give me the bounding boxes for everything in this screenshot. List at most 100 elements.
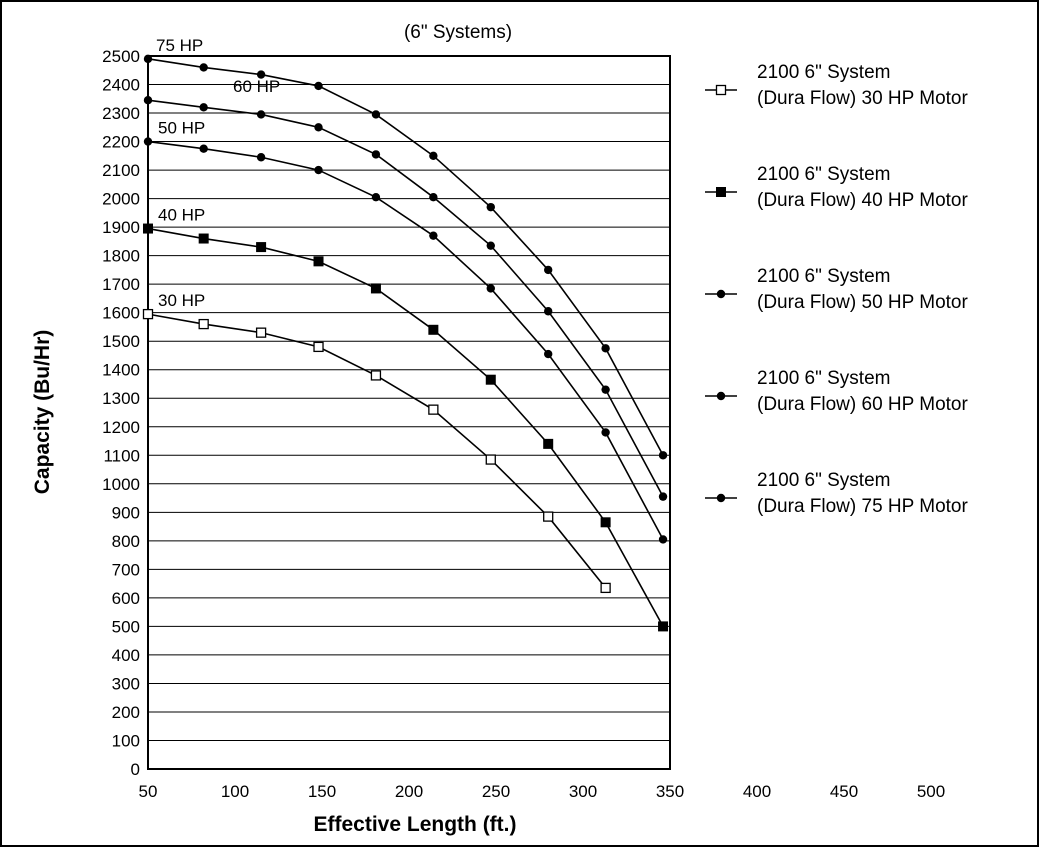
legend-marker (716, 391, 726, 401)
data-point (371, 150, 381, 159)
data-point (485, 454, 496, 465)
data-point (313, 341, 324, 353)
data-point (255, 327, 267, 338)
legend-label: (Dura Flow) 30 HP Motor (757, 88, 968, 109)
legend-label: 2100 6" System (757, 266, 890, 287)
legend-item-5: 2100 6" System (Dura Flow) 75 HP Motor (705, 470, 968, 517)
legend-item-3: 2100 6" System (Dura Flow) 50 HP Motor (705, 266, 968, 313)
series-label: 40 HP (158, 206, 205, 225)
data-point (486, 284, 495, 293)
data-point (544, 349, 553, 359)
data-point (429, 231, 438, 240)
data-point (601, 385, 610, 394)
data-point (314, 81, 323, 91)
y-tick-label: 2300 (102, 104, 140, 123)
legend-marker (716, 289, 726, 299)
x-tick-label: 150 (308, 782, 336, 801)
series-1: 30 HP (142, 291, 611, 594)
y-tick-label: 900 (112, 503, 140, 522)
y-tick-label: 400 (112, 646, 140, 665)
data-point (601, 344, 610, 353)
data-point (428, 404, 439, 415)
y-tick-label: 1800 (102, 247, 140, 266)
x-tick-label: 200 (395, 782, 423, 801)
grid-lines (148, 55, 670, 770)
data-point (256, 242, 267, 253)
y-tick-label: 1900 (102, 218, 140, 237)
y-tick-label: 1000 (102, 475, 140, 494)
series-5: 75 HP (143, 36, 668, 460)
x-tick-label: 300 (569, 782, 597, 801)
data-point (143, 223, 153, 234)
y-tick-label: 800 (112, 532, 140, 551)
legend: 2100 6" System(Dura Flow) 30 HP Motor210… (705, 62, 968, 517)
x-tick-label: 500 (917, 782, 945, 801)
x-tick-label: 400 (743, 782, 771, 801)
y-tick-label: 1700 (102, 275, 140, 294)
legend-item-4: 2100 6" System (Dura Flow) 60 HP Motor (705, 368, 968, 415)
data-point (371, 110, 381, 119)
y-tick-label: 2500 (102, 47, 140, 66)
data-point (485, 374, 496, 385)
y-tick-label: 200 (112, 703, 140, 722)
x-tick-label: 450 (830, 782, 858, 801)
data-point (198, 318, 209, 330)
series-label: 75 HP (156, 36, 203, 55)
tick-labels: 0 100 200 300 400 500 600 700 800 900 1000 1100 1200… (102, 47, 945, 801)
legend-label: (Dura Flow) 75 HP Motor (757, 496, 968, 517)
data-point (256, 110, 266, 119)
data-point (143, 137, 153, 146)
series-label: 60 HP (233, 77, 280, 96)
data-point (313, 256, 324, 267)
series-layer: 30 HP 40 HP 50 HP 60 HP 75 HP (142, 36, 669, 632)
data-point (199, 103, 208, 112)
legend-item-1: 2100 6" System (Dura Flow) 30 HP Motor (705, 62, 968, 109)
legend-label: (Dura Flow) 40 HP Motor (757, 190, 968, 211)
legend-label: 2100 6" System (757, 470, 890, 491)
legend-label: 2100 6" System (757, 368, 890, 389)
x-tick-label: 100 (221, 782, 249, 801)
data-point (198, 233, 209, 244)
legend-marker (716, 493, 726, 503)
x-tick-label: 250 (482, 782, 510, 801)
y-tick-label: 2400 (102, 76, 140, 95)
series-label: 50 HP (158, 119, 205, 138)
data-point (428, 324, 439, 335)
data-point (600, 582, 611, 594)
data-point (256, 70, 266, 79)
y-tick-label: 500 (112, 617, 140, 636)
data-point (143, 96, 153, 105)
data-point (314, 123, 323, 132)
legend-marker (716, 187, 726, 197)
data-point (600, 517, 611, 528)
y-tick-label: 100 (112, 731, 140, 750)
y-tick-label: 2200 (102, 133, 140, 152)
data-point (658, 535, 668, 544)
series-4: 60 HP (143, 77, 668, 501)
data-point (143, 54, 153, 64)
x-axis-title: Effective Length (ft.) (314, 813, 517, 836)
data-point (429, 151, 438, 161)
data-point (658, 492, 668, 501)
series-line (147, 99, 664, 498)
data-point (486, 202, 495, 212)
series-3: 50 HP (143, 119, 668, 544)
data-point (256, 153, 266, 162)
data-point (543, 438, 554, 449)
legend-label: (Dura Flow) 50 HP Motor (757, 292, 968, 313)
data-point (370, 283, 381, 294)
data-point (486, 241, 495, 250)
legend-label: 2100 6" System (757, 62, 890, 83)
y-tick-label: 1300 (102, 389, 140, 408)
legend-item-2: 2100 6" System (Dura Flow) 40 HP Motor (705, 164, 968, 211)
series-line (147, 140, 664, 540)
series-label: 30 HP (158, 291, 205, 310)
y-tick-label: 2000 (102, 190, 140, 209)
plot-area (147, 55, 671, 770)
legend-label: 2100 6" System (757, 164, 890, 185)
y-tick-label: 2100 (102, 161, 140, 180)
series-line (147, 227, 664, 627)
x-tick-label: 350 (656, 782, 684, 801)
